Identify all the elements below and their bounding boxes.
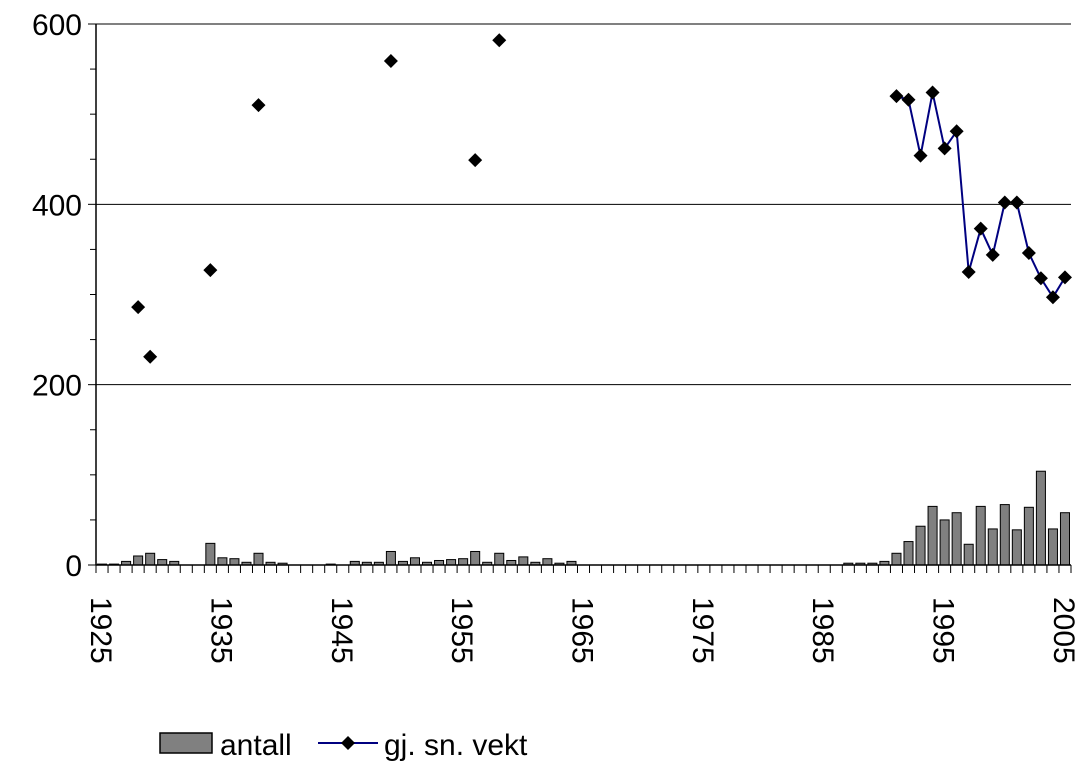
marker-2002: [1021, 246, 1036, 261]
marker-1997: [961, 264, 976, 279]
bar-1992: [903, 541, 914, 566]
legend-swatch-bars: [159, 732, 213, 754]
bar-1936: [229, 558, 240, 566]
bar-1949: [385, 550, 396, 566]
marker-2005: [1057, 270, 1072, 285]
x-tick-label-1985: 1985: [806, 597, 839, 664]
bar-1991: [891, 552, 902, 566]
x-tick-label-1965: 1965: [566, 597, 599, 664]
legend: antall gj. sn. vekt: [159, 729, 528, 762]
bar-1938: [253, 552, 264, 566]
bar-2000: [999, 504, 1010, 566]
x-tick-label-1935: 1935: [204, 597, 237, 664]
bar-series-antall: [97, 470, 1070, 566]
bar-1958: [494, 552, 505, 566]
marker-1994: [925, 85, 940, 100]
axes: [95, 24, 1071, 566]
bar-1954: [446, 559, 457, 566]
marker-1999: [985, 247, 1000, 262]
marker-1934: [203, 263, 218, 278]
legend-swatch-marker: [341, 736, 355, 750]
bar-1994: [927, 505, 938, 566]
bar-2001: [1011, 529, 1022, 566]
bar-1951: [409, 557, 420, 566]
bar-1993: [915, 525, 926, 566]
bar-2003: [1035, 470, 1046, 566]
marker-1928: [131, 300, 146, 315]
marker-1929: [143, 349, 158, 364]
bar-1929: [145, 552, 156, 566]
marker-1991: [889, 89, 904, 104]
x-tick-label-1925: 1925: [84, 597, 117, 664]
x-axis-ticks: 1925 1935 1945 1955 1965 1975 1985 1995 2005: [84, 565, 1080, 664]
marker-1958: [492, 33, 507, 48]
bar-1928: [133, 555, 144, 566]
y-axis-ticks: 0 200 400 600: [32, 9, 96, 583]
bar-1997: [963, 543, 974, 566]
marker-1993: [913, 148, 928, 163]
bar-1935: [217, 557, 228, 566]
bar-2005: [1059, 512, 1070, 566]
marker-1938: [251, 98, 266, 113]
gridlines: [96, 23, 1071, 386]
x-tick-label-1995: 1995: [927, 597, 960, 664]
marker-2001: [1009, 195, 1024, 210]
x-tick-label-1955: 1955: [445, 597, 478, 664]
marker-2003: [1033, 271, 1048, 286]
series-line: [896, 92, 1066, 300]
marker-1995: [937, 141, 952, 156]
marker-1992: [901, 92, 916, 107]
y-tick-label-200: 200: [32, 370, 82, 403]
bar-1955: [458, 558, 469, 566]
bar-1934: [205, 542, 216, 566]
legend-label-bars: antall: [220, 729, 292, 762]
bar-1960: [518, 556, 529, 566]
bar-1956: [470, 550, 481, 566]
bar-1998: [975, 505, 986, 566]
marker-1998: [973, 221, 988, 236]
bar-1996: [951, 512, 962, 566]
bar-2002: [1023, 506, 1034, 566]
bar-1995: [939, 519, 950, 566]
marker-2000: [997, 195, 1012, 210]
marker-1956: [468, 153, 483, 168]
marker-1996: [949, 124, 964, 139]
bar-1962: [542, 558, 553, 566]
bar-1999: [987, 528, 998, 566]
y-tick-label-0: 0: [65, 550, 82, 583]
line-series-gj-sn-vekt: [131, 33, 1072, 364]
y-tick-label-400: 400: [32, 189, 82, 222]
marker-2004: [1045, 290, 1060, 305]
bar-1930: [157, 559, 168, 566]
x-tick-label-2005: 2005: [1047, 597, 1080, 664]
x-tick-label-1975: 1975: [686, 597, 719, 664]
legend-label-line: gj. sn. vekt: [384, 729, 528, 762]
y-tick-label-600: 600: [32, 9, 82, 42]
x-tick-label-1945: 1945: [325, 597, 358, 664]
bar-2004: [1047, 528, 1058, 566]
marker-1949: [383, 53, 398, 68]
